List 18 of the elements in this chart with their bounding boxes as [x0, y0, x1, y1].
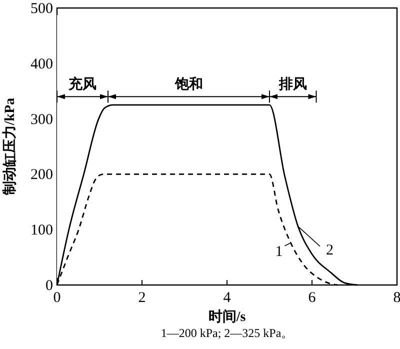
- x-tick-label: 8: [393, 290, 400, 306]
- y-axis-title: 制动缸压力/kPa: [2, 98, 18, 196]
- x-tick-label: 4: [223, 290, 232, 306]
- y-tick-label: 300: [30, 112, 53, 128]
- text: 1—200 kPa; 2—325 kPa。: [160, 326, 294, 340]
- x-tick-label: 2: [138, 290, 146, 306]
- legend-label: 2: [326, 242, 334, 258]
- y-tick-label: 0: [46, 278, 53, 294]
- y-tick-label: 400: [30, 56, 53, 72]
- series-label: 1: [275, 244, 283, 260]
- y-tick-label: 100: [30, 222, 53, 239]
- y-tick-label: 200: [30, 167, 53, 184]
- y-tick-label: 500: [30, 1, 53, 17]
- x-tick-label: 6: [308, 290, 316, 306]
- band-label: 充风: [68, 76, 96, 93]
- x-axis-title: 时间/s: [208, 309, 246, 325]
- band-label: 饱和: [174, 76, 203, 93]
- band-label: 排风: [278, 76, 307, 93]
